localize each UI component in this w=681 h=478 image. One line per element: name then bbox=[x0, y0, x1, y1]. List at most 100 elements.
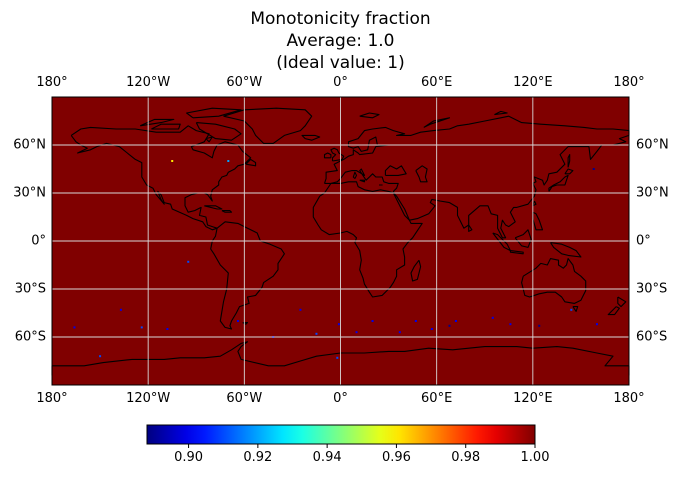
low-value-point bbox=[355, 331, 358, 334]
lon-tick-label-top: 120°W bbox=[126, 75, 171, 90]
coast-africa bbox=[312, 181, 423, 298]
low-value-point bbox=[140, 326, 143, 329]
low-value-point bbox=[236, 320, 239, 322]
low-value-point bbox=[454, 320, 457, 322]
map-subtitle-ideal: (Ideal value: 1) bbox=[276, 53, 405, 73]
lon-tick-label-top: 180° bbox=[36, 75, 68, 90]
lon-tick-label-bottom: 120°E bbox=[513, 391, 553, 406]
low-value-point bbox=[299, 308, 302, 311]
lat-tick-label-left: 60°N bbox=[13, 137, 46, 153]
low-value-point bbox=[538, 324, 541, 327]
coast-new-zealand-s bbox=[607, 306, 620, 316]
coast-baffin bbox=[195, 122, 242, 141]
coast-sakhalin bbox=[567, 154, 571, 168]
coast-sardinia-corsica bbox=[352, 171, 358, 179]
colorbar-tick-label: 1.00 bbox=[520, 450, 550, 465]
low-value-point bbox=[73, 326, 76, 329]
coast-ellesmere bbox=[186, 107, 242, 119]
coast-black-sea bbox=[384, 165, 407, 176]
coast-svalbard bbox=[359, 112, 380, 119]
low-value-point bbox=[592, 168, 595, 170]
coast-gb bbox=[330, 147, 345, 162]
lon-tick-label-bottom: 60°E bbox=[421, 391, 453, 406]
coast-greenland bbox=[223, 107, 313, 144]
coast-new-zealand-n bbox=[617, 296, 627, 308]
colorbar-tick-label: 0.98 bbox=[451, 450, 481, 465]
lat-tick-label-right: 30°N bbox=[636, 185, 669, 201]
low-value-point bbox=[595, 323, 598, 326]
coast-tasmania bbox=[572, 306, 579, 312]
coast-sumatra bbox=[492, 232, 511, 252]
low-value-point bbox=[430, 328, 433, 330]
colorbar-gradient bbox=[146, 424, 536, 445]
coast-caspian bbox=[415, 165, 428, 183]
map-title: Monotonicity fraction bbox=[250, 9, 431, 29]
lat-tick-label-right: 60°N bbox=[636, 137, 669, 153]
low-value-point bbox=[99, 355, 102, 358]
coast-antarctica bbox=[51, 341, 630, 376]
coast-new-guinea bbox=[550, 242, 582, 258]
low-value-point bbox=[337, 323, 340, 326]
lat-tick-label-right: 30°S bbox=[636, 281, 668, 297]
coast-java bbox=[509, 250, 524, 255]
coast-north-america bbox=[70, 125, 252, 231]
lon-tick-label-top: 60°W bbox=[226, 75, 263, 90]
low-value-point bbox=[570, 308, 573, 311]
coast-cuba bbox=[204, 205, 223, 210]
colorbar-tick-label: 0.90 bbox=[174, 450, 204, 465]
lon-tick-label-bottom: 120°W bbox=[126, 391, 171, 406]
low-value-point bbox=[171, 160, 174, 162]
coast-hudson-bay-islands bbox=[205, 136, 213, 143]
coast-hokkaido bbox=[564, 168, 574, 175]
map-frame bbox=[51, 96, 630, 386]
lon-tick-label-top: 0° bbox=[333, 75, 348, 90]
lon-tick-label-top: 180° bbox=[613, 75, 645, 90]
colorbar-tick-label: 0.96 bbox=[381, 450, 411, 465]
low-value-point bbox=[336, 356, 339, 359]
coast-hispaniola bbox=[221, 210, 233, 213]
low-value-point bbox=[491, 316, 494, 319]
coast-arctic-islands bbox=[139, 118, 175, 127]
lon-tick-label-top: 60°E bbox=[421, 75, 453, 90]
lat-tick-label-left: 30°N bbox=[13, 185, 46, 201]
low-value-point bbox=[187, 260, 190, 263]
coast-novaya-zemlya bbox=[423, 117, 451, 128]
low-value-point bbox=[414, 320, 417, 322]
lon-tick-label-bottom: 180° bbox=[613, 391, 645, 406]
map-subtitle-average: Average: 1.0 bbox=[286, 31, 395, 51]
low-value-point bbox=[166, 328, 169, 330]
coast-iceland bbox=[301, 134, 321, 141]
coast-sicily bbox=[359, 179, 366, 183]
coast-ireland bbox=[323, 152, 332, 159]
low-value-point bbox=[371, 320, 374, 322]
lat-tick-label-left: 30°S bbox=[14, 281, 46, 297]
coast-japan bbox=[548, 174, 569, 192]
colorbar-tick-label: 0.94 bbox=[312, 450, 342, 465]
low-value-point bbox=[227, 160, 230, 162]
lon-tick-label-bottom: 0° bbox=[333, 391, 348, 406]
coast-newfoundland bbox=[245, 158, 257, 167]
lon-tick-label-top: 120°E bbox=[513, 75, 553, 90]
coast-sri-lanka bbox=[468, 224, 473, 232]
colorbar-tick-label: 0.92 bbox=[243, 450, 273, 465]
low-value-point bbox=[119, 308, 122, 311]
coast-victoria-island bbox=[151, 123, 181, 130]
coast-borneo bbox=[514, 229, 532, 248]
coast-severnaya-zemlya bbox=[494, 110, 508, 116]
lat-tick-label-left: 60°S bbox=[14, 329, 46, 345]
lat-tick-label-left: 0° bbox=[31, 233, 46, 249]
lat-tick-label-right: 0° bbox=[636, 233, 651, 249]
lat-tick-label-right: 60°S bbox=[636, 329, 668, 345]
coast-taiwan bbox=[532, 200, 537, 207]
low-value-point bbox=[315, 332, 318, 335]
lon-tick-label-bottom: 60°W bbox=[226, 391, 263, 406]
low-value-point bbox=[398, 331, 401, 334]
coast-australia bbox=[521, 258, 587, 304]
coast-eurasia bbox=[323, 115, 630, 239]
low-value-point bbox=[509, 323, 512, 326]
lon-tick-label-bottom: 180° bbox=[36, 391, 68, 406]
low-value-point bbox=[448, 324, 451, 327]
coast-madagascar bbox=[410, 259, 422, 282]
